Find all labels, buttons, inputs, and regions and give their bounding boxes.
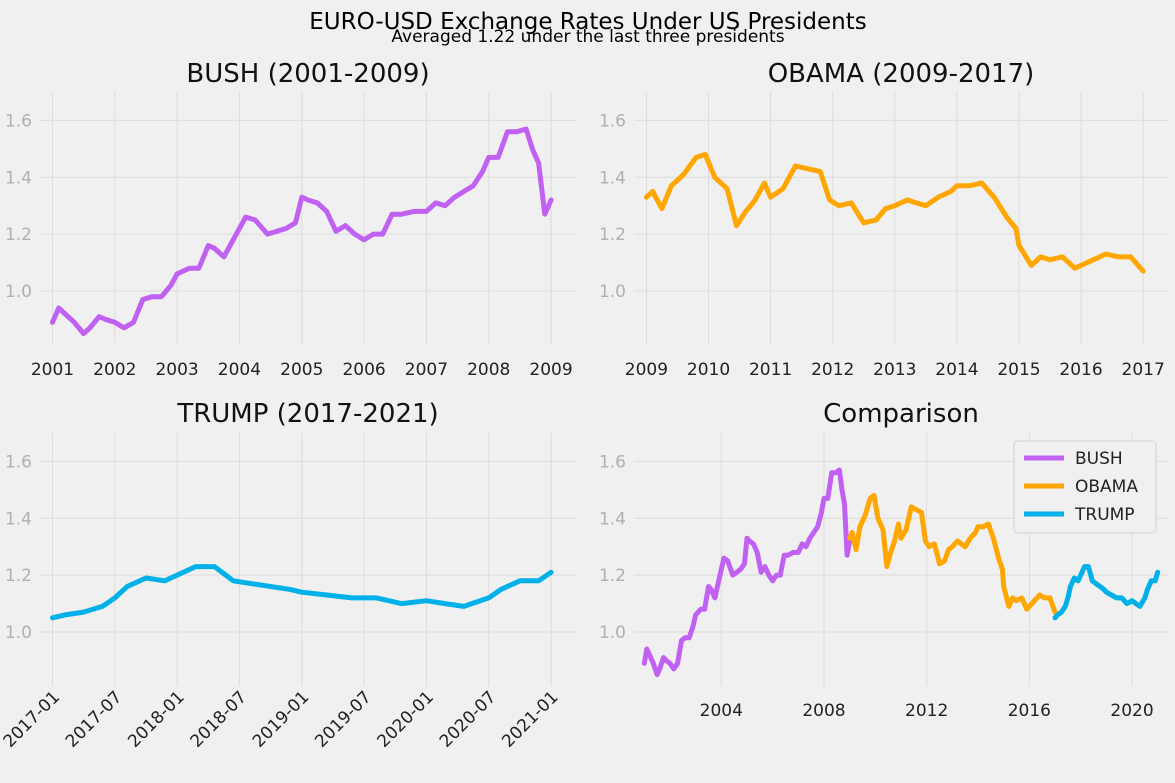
legend-label-bush: BUSH (1075, 449, 1123, 469)
y-tick-label: 1.0 (599, 623, 626, 643)
x-tick-label: 2006 (342, 360, 385, 380)
y-tick-label: 1.6 (5, 452, 32, 472)
y-tick-label: 1.4 (599, 168, 626, 188)
legend-frame (1013, 440, 1157, 534)
obama-panel: OBAMA (2009-2017) 1.0 1.2 1.4 1.6 2009 2010 201… (599, 59, 1168, 380)
y-tick-label: 1.2 (5, 566, 32, 586)
x-tick-label: 2007 (405, 360, 448, 380)
x-tick-label: 2009 (529, 360, 572, 380)
comparison-legend: BUSH OBAMA TRUMP (1013, 440, 1157, 534)
y-tick-label: 1.6 (5, 111, 32, 131)
y-tick-label: 1.6 (599, 452, 626, 472)
x-tick-label: 2020-01 (374, 687, 438, 751)
x-tick-label: 2018-01 (124, 687, 188, 751)
x-tick-label: 2013 (873, 360, 916, 380)
bush-series-line (50, 126, 554, 337)
y-tick-label: 1.0 (5, 282, 32, 302)
bush-panel: BUSH (2001-2009) 1.0 1.2 1.4 1.6 2001 2002 2003… (5, 59, 576, 380)
x-tick-label: 2016 (1008, 701, 1051, 721)
y-tick-label: 1.4 (5, 168, 32, 188)
bush-panel-title: BUSH (2001-2009) (186, 59, 429, 89)
x-tick-label: 2005 (280, 360, 323, 380)
x-tick-label: 2004 (700, 701, 743, 721)
obama-series-line (847, 493, 1058, 615)
y-tick-label: 1.2 (599, 566, 626, 586)
x-tick-label: 2018-07 (187, 687, 251, 751)
trump-panel: TRUMP (2017-2021) 1.0 1.2 1.4 1.6 2017-012017… (0, 399, 576, 752)
x-tick-label: 2011 (749, 360, 792, 380)
x-tick-label: 2021-01 (498, 687, 562, 751)
legend-label-trump: TRUMP (1074, 505, 1135, 525)
x-tick-label: 2010 (687, 360, 730, 380)
x-tick-label: 2012 (811, 360, 854, 380)
bush-series-line (641, 467, 853, 678)
x-tick-label: 2003 (155, 360, 198, 380)
x-tick-label: 2002 (93, 360, 136, 380)
x-tick-label: 2019-07 (311, 687, 375, 751)
legend-label-obama: OBAMA (1075, 477, 1138, 497)
y-tick-label: 1.2 (599, 225, 626, 245)
figure-title: EURO-USD Exchange Rates Under US Preside… (309, 9, 867, 35)
x-tick-label: 2012 (905, 701, 948, 721)
x-tick-label: 2020-07 (436, 687, 500, 751)
figure-subtitle: Averaged 1.22 under the last three presi… (391, 27, 784, 47)
obama-panel-title: OBAMA (2009-2017) (768, 59, 1035, 89)
x-tick-label: 2016 (1059, 360, 1102, 380)
trump-panel-title: TRUMP (2017-2021) (176, 399, 438, 429)
trump-series-line (1052, 564, 1161, 621)
x-tick-label: 2020 (1110, 701, 1153, 721)
y-tick-label: 1.4 (5, 509, 32, 529)
x-tick-label: 2009 (625, 360, 668, 380)
y-tick-label: 1.0 (5, 623, 32, 643)
y-tick-label: 1.2 (5, 225, 32, 245)
x-tick-label: 2017-07 (62, 687, 126, 751)
y-tick-label: 1.4 (599, 509, 626, 529)
x-tick-label: 2017-01 (0, 687, 64, 751)
y-tick-label: 1.6 (599, 111, 626, 131)
x-tick-label: 2008 (802, 701, 845, 721)
comparison-panel: Comparison 1.0 1.2 1.4 1.6 2004 2008 2012 2016 20… (599, 399, 1168, 721)
obama-series-line (643, 152, 1146, 274)
y-tick-label: 1.0 (599, 282, 626, 302)
x-tick-label: 2017 (1122, 360, 1165, 380)
x-tick-label: 2004 (218, 360, 261, 380)
trump-series-line (50, 564, 554, 621)
x-tick-label: 2014 (935, 360, 978, 380)
x-tick-label: 2019-01 (249, 687, 313, 751)
x-tick-label: 2001 (31, 360, 74, 380)
x-tick-label: 2008 (467, 360, 510, 380)
x-tick-label: 2015 (997, 360, 1040, 380)
comparison-panel-title: Comparison (823, 399, 979, 429)
